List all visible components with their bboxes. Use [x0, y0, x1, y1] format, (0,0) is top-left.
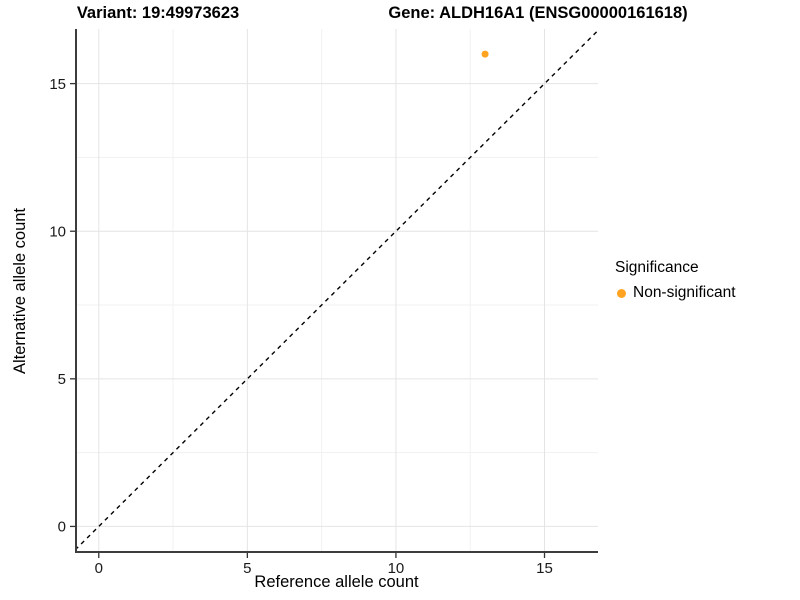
legend-title: Significance — [615, 259, 699, 276]
y-tick-label: 0 — [58, 519, 66, 536]
legend-item-label: Non-significant — [633, 284, 736, 301]
x-tick-label: 5 — [243, 560, 251, 577]
y-axis-title: Alternative allele count — [11, 208, 29, 374]
non-significant-point-icon — [617, 288, 626, 298]
x-tick-label: 10 — [388, 560, 405, 577]
gene-title: Gene: ALDH16A1 (ENSG00000161618) — [388, 4, 688, 22]
legend: Significance Non-significant — [615, 259, 736, 302]
variant-title: Variant: 19:49973623 — [76, 4, 240, 22]
legend-item-non-significant: Non-significant — [615, 284, 736, 302]
x-tick-label: 15 — [536, 560, 553, 577]
y-tick-label: 15 — [49, 76, 66, 93]
y-tick-label: 10 — [49, 223, 66, 240]
scatter-plot-panel: 0 5 10 15 0 5 10 15 Reference allele count Altern… — [11, 29, 598, 591]
identity-reference-line — [75, 29, 598, 552]
x-tick-label: 0 — [95, 560, 103, 577]
x-axis-title: Reference allele count — [254, 573, 419, 591]
y-tick-label: 5 — [58, 371, 66, 388]
data-point — [481, 50, 489, 58]
